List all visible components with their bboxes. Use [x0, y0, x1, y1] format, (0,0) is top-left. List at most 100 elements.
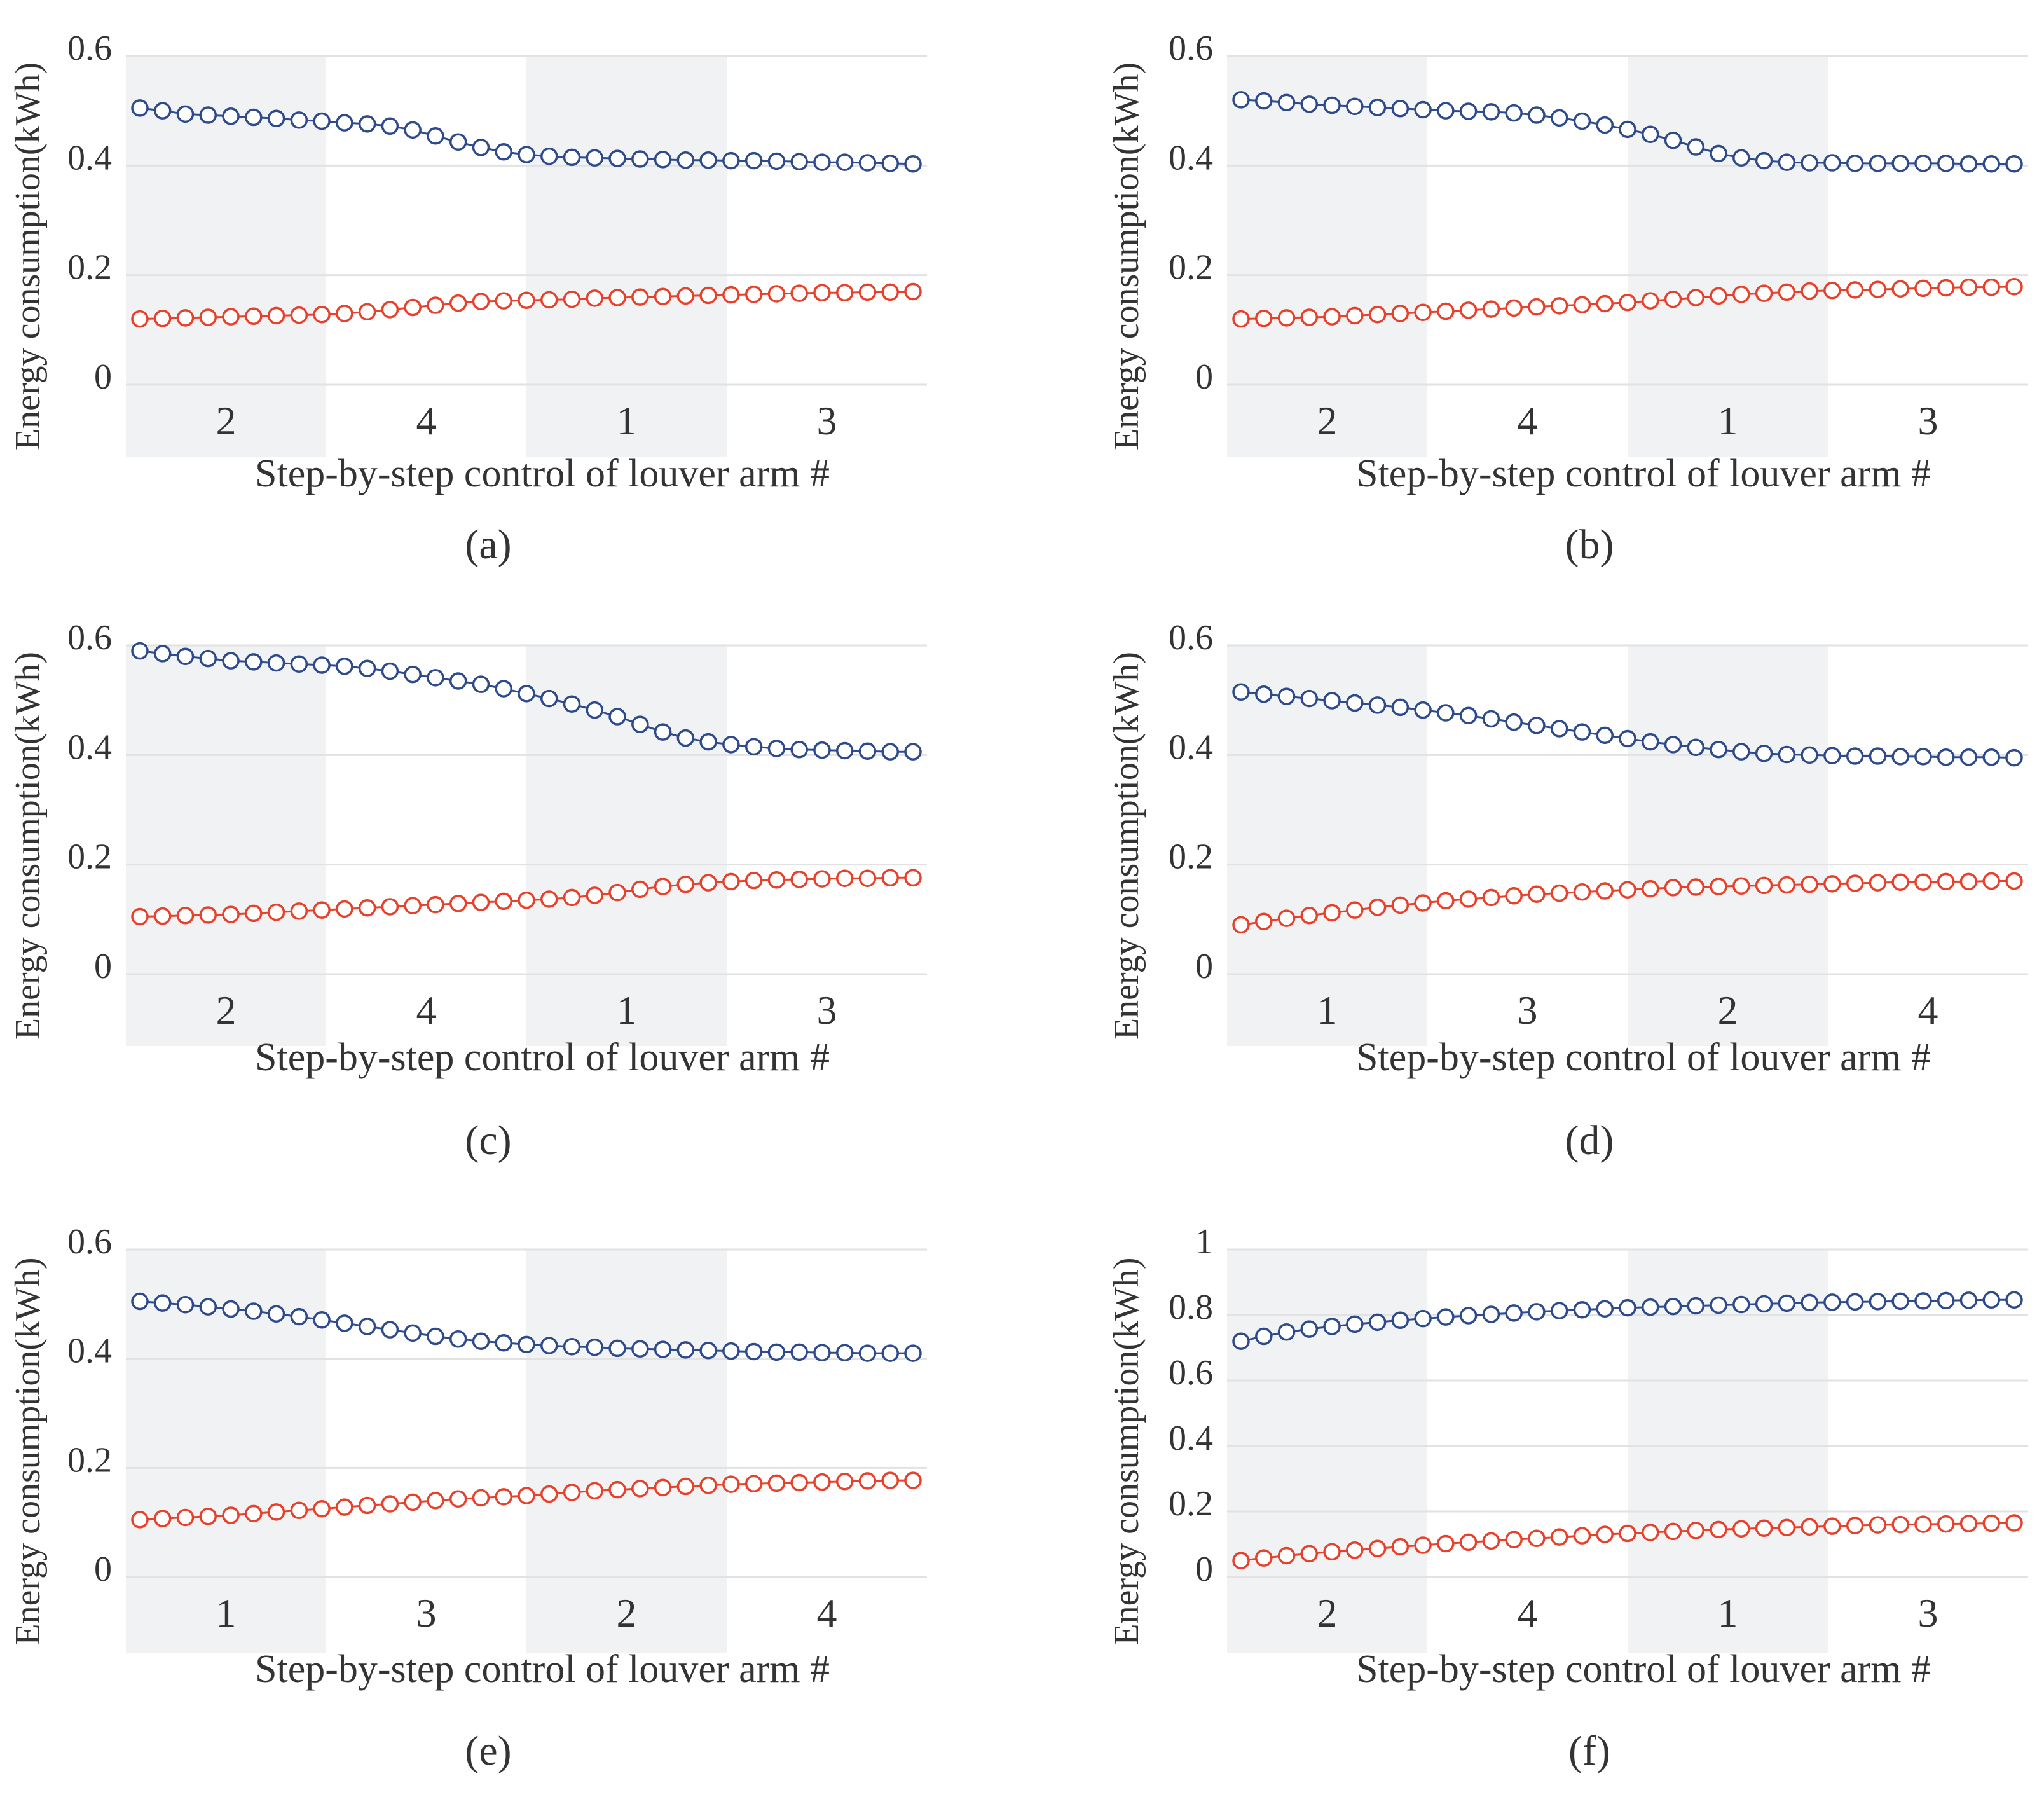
panel-label: (e) [465, 1728, 511, 1774]
data-point-red [336, 900, 353, 918]
data-point-blue [631, 1340, 649, 1358]
data-point-blue [1255, 1327, 1273, 1346]
data-point-blue [1505, 104, 1523, 122]
data-point-blue [1528, 1303, 1546, 1321]
data-point-blue [199, 106, 217, 124]
data-point-red [1642, 1524, 1659, 1541]
data-point-red [449, 294, 467, 312]
data-point-blue [267, 654, 285, 672]
y-tick-label: 0 [1195, 947, 1213, 986]
data-point-red [904, 1471, 922, 1489]
data-point-red [1528, 298, 1546, 316]
y-tick-label: 0.4 [1169, 138, 1213, 177]
data-point-red [744, 1475, 763, 1492]
data-point-red [1778, 283, 1796, 301]
data-point-blue [1573, 723, 1591, 741]
data-point-blue [1755, 1295, 1773, 1313]
data-point-red [1823, 875, 1841, 893]
y-tick-label: 0.2 [67, 1440, 112, 1480]
data-point-blue [1414, 701, 1432, 719]
data-point-blue [767, 740, 786, 757]
data-point-red [1642, 292, 1659, 310]
data-point-blue [540, 1337, 558, 1354]
data-point-red [1619, 881, 1636, 899]
group-label: 4 [416, 988, 437, 1033]
data-point-red [358, 303, 376, 321]
x-axis-label: Step-by-step control of louver arm # [255, 1648, 830, 1691]
data-point-red [222, 308, 240, 326]
data-point-blue [1801, 154, 1818, 172]
data-point-blue [1982, 748, 2000, 766]
x-axis-label: Step-by-step control of louver arm # [1356, 452, 1931, 495]
group-band [126, 645, 326, 1046]
data-point-red [1528, 885, 1546, 903]
data-point-red [858, 1472, 877, 1490]
data-point-red [1801, 875, 1818, 893]
data-point-red [1869, 874, 1887, 892]
y-tick-label: 0.2 [67, 837, 112, 877]
y-tick-label: 0 [1195, 1550, 1213, 1589]
data-point-blue [1959, 155, 1978, 173]
data-point-red [1914, 873, 1932, 891]
data-point-red [1459, 1533, 1478, 1552]
group-label: 4 [416, 398, 437, 443]
data-point-red [290, 306, 308, 324]
data-point-blue [1914, 1292, 1932, 1310]
data-point-red [131, 907, 149, 926]
data-point-blue [1596, 1300, 1614, 1318]
data-point-blue [1982, 155, 2000, 173]
y-tick-label: 0.6 [67, 618, 112, 658]
data-point-blue [1982, 1291, 2000, 1309]
data-point-red [1346, 901, 1364, 919]
data-point-blue [1391, 1311, 1410, 1329]
data-point-blue [1482, 103, 1500, 121]
data-point-red [449, 1490, 467, 1508]
data-point-blue [540, 147, 558, 165]
data-point-red [358, 1496, 376, 1515]
data-point-blue [813, 741, 831, 759]
data-point-blue [563, 148, 581, 167]
data-point-red [1710, 1520, 1727, 1539]
data-point-blue [881, 1344, 899, 1362]
group-label: 2 [216, 398, 237, 443]
data-point-blue [1437, 704, 1455, 722]
data-point-red [131, 310, 149, 328]
data-point-red [1414, 1536, 1432, 1554]
data-point-blue [1368, 696, 1387, 714]
data-point-blue [1528, 717, 1546, 734]
data-point-red [427, 296, 444, 314]
data-point-red [1778, 876, 1796, 894]
data-point-red [290, 1501, 308, 1520]
data-point-blue [1346, 1315, 1364, 1333]
data-point-blue [1687, 1297, 1705, 1315]
data-point-red [1437, 1534, 1455, 1553]
data-point-blue [1323, 1318, 1341, 1335]
data-point-red [1596, 882, 1614, 900]
group-label: 3 [1918, 398, 1938, 443]
data-point-red [495, 1488, 512, 1506]
data-point-red [1346, 1541, 1364, 1559]
data-point-blue [381, 1321, 399, 1339]
data-point-red [1801, 282, 1818, 300]
data-point-blue [1323, 96, 1341, 114]
data-point-blue [1368, 1313, 1387, 1332]
data-point-blue [1368, 99, 1387, 116]
data-point-red [1937, 1515, 1955, 1533]
data-point-blue [744, 1342, 763, 1361]
data-point-blue [1437, 102, 1455, 120]
chart-panel-2: 0 0.2 0.4 0.6 Energy consumption(kWh) 2 4 1 3 Ste… [1107, 29, 2028, 568]
data-point-blue [1846, 155, 1864, 172]
data-point-blue [1732, 149, 1750, 167]
data-point-blue [835, 1344, 854, 1361]
data-point-red [1482, 1532, 1500, 1550]
data-point-blue [790, 1343, 808, 1361]
group-label: 2 [216, 988, 237, 1033]
data-point-blue [245, 108, 263, 127]
panel-label: (f) [1568, 1728, 1610, 1774]
data-point-red [654, 1478, 672, 1496]
data-point-red [313, 305, 331, 324]
data-point-red [336, 305, 353, 322]
data-point-red [1277, 309, 1296, 327]
data-point-red [767, 871, 786, 889]
y-tick-label: 0.2 [1169, 1484, 1213, 1524]
